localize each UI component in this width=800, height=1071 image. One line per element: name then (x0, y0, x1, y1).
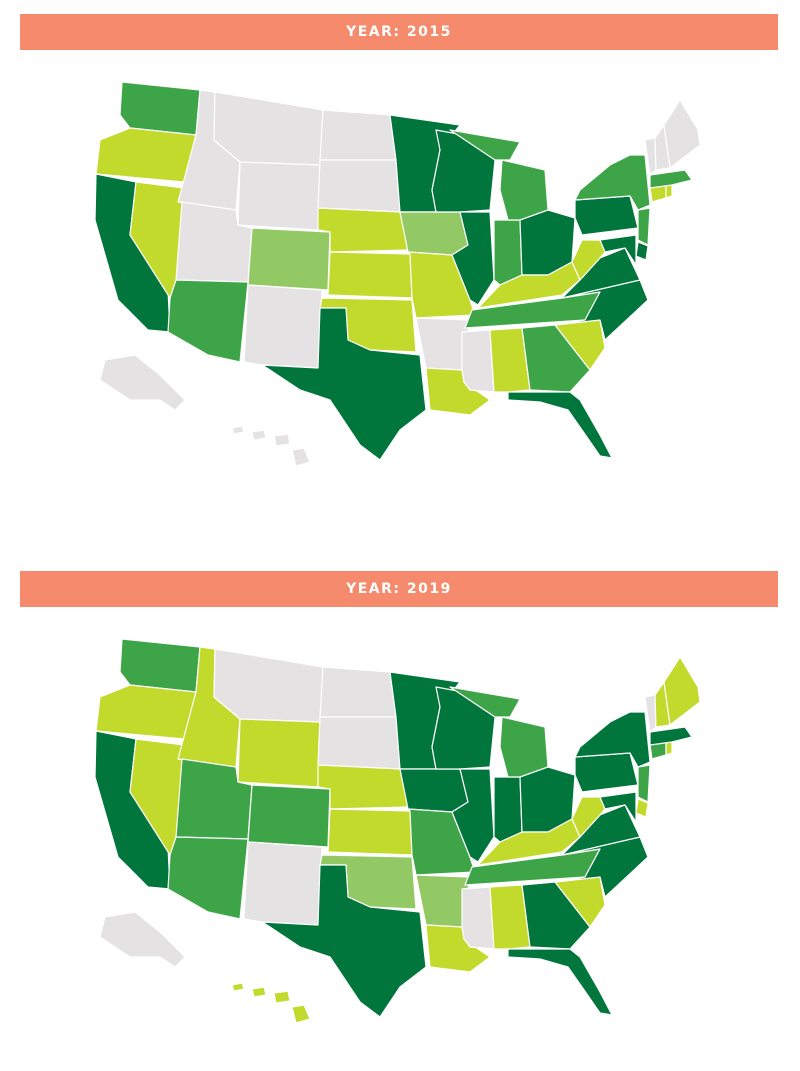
state-montana (213, 91, 324, 166)
state-new-york (574, 711, 651, 768)
state-delaware (635, 241, 649, 261)
us-map-2019 (94, 638, 701, 1024)
state-maine (663, 656, 701, 726)
state-colorado (247, 227, 331, 291)
state-wyoming (237, 161, 321, 231)
state-mississippi (461, 329, 495, 393)
state-massachusetts (649, 169, 693, 189)
state-washington (119, 638, 201, 693)
state-florida (507, 948, 613, 1016)
us-map-2015 (94, 81, 701, 467)
year-2015-banner: YEAR: 2015 (20, 14, 778, 50)
state-north-dakota (319, 109, 397, 161)
state-texas (261, 864, 427, 1018)
year-2019-title: YEAR: 2019 (346, 581, 452, 597)
year-2019-banner: YEAR: 2019 (20, 571, 778, 607)
state-new-jersey (637, 207, 651, 246)
state-north-carolina (554, 279, 649, 341)
state-hawaii (231, 982, 311, 1024)
state-georgia (521, 881, 591, 950)
state-new-york (574, 154, 651, 211)
state-new-mexico (243, 284, 323, 369)
state-arizona (167, 279, 249, 363)
state-hawaii (231, 425, 311, 467)
state-rhode-island (665, 184, 673, 199)
state-rhode-island (665, 741, 673, 756)
state-alabama (489, 884, 531, 950)
state-oregon (95, 127, 197, 183)
state-colorado (247, 784, 331, 848)
state-north-dakota (319, 666, 397, 718)
state-texas (261, 307, 427, 461)
state-delaware (635, 798, 649, 818)
state-south-dakota (317, 159, 401, 213)
state-iowa (399, 768, 469, 813)
state-maryland (599, 791, 637, 823)
state-alaska (99, 354, 186, 411)
state-alabama (489, 327, 531, 393)
state-kansas (327, 808, 413, 856)
state-washington (119, 81, 201, 136)
state-indiana (493, 219, 523, 286)
state-montana (213, 648, 324, 723)
state-arizona (167, 836, 249, 920)
state-oregon (95, 684, 197, 740)
state-north-carolina (554, 836, 649, 898)
state-georgia (521, 324, 591, 393)
state-iowa (399, 211, 469, 256)
state-maine (663, 99, 701, 169)
state-massachusetts (649, 726, 693, 746)
state-pennsylvania (574, 195, 639, 236)
state-illinois (451, 211, 495, 306)
state-nebraska (317, 207, 409, 253)
state-kansas (327, 251, 413, 299)
state-indiana (493, 776, 523, 843)
state-wyoming (237, 718, 321, 788)
state-maryland (599, 234, 637, 266)
state-florida (507, 391, 613, 459)
state-new-jersey (637, 764, 651, 803)
state-new-mexico (243, 841, 323, 926)
state-illinois (451, 768, 495, 863)
year-2015-title: YEAR: 2015 (346, 24, 452, 40)
state-nebraska (317, 764, 409, 810)
state-south-dakota (317, 716, 401, 770)
state-alaska (99, 911, 186, 968)
state-mississippi (461, 886, 495, 950)
state-pennsylvania (574, 752, 639, 793)
